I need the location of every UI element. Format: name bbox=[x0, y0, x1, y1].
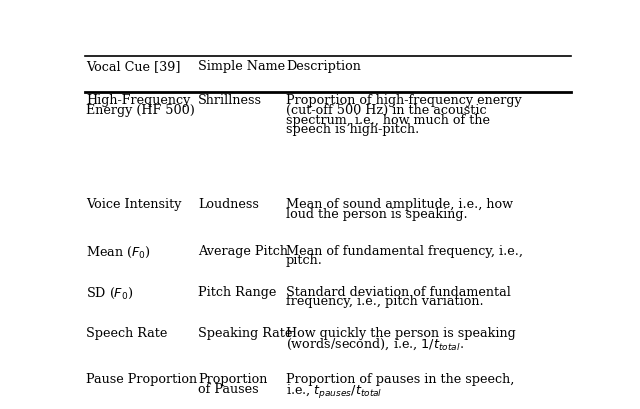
Text: Vocal Cue [39]: Vocal Cue [39] bbox=[86, 60, 181, 73]
Text: Standard deviation of fundamental: Standard deviation of fundamental bbox=[286, 285, 511, 299]
Text: Average Pitch: Average Pitch bbox=[198, 245, 288, 258]
Text: (cut-off 500 Hz) in the acoustic: (cut-off 500 Hz) in the acoustic bbox=[286, 104, 486, 117]
Text: Pause Proportion: Pause Proportion bbox=[86, 373, 198, 386]
Text: (words/second), i.e., $1/\mathit{t}_{total}$.: (words/second), i.e., $1/\mathit{t}_{tot… bbox=[286, 336, 464, 352]
Text: spectrum, i.e., how much of the: spectrum, i.e., how much of the bbox=[286, 114, 490, 127]
Text: Mean of sound amplitude, i.e., how: Mean of sound amplitude, i.e., how bbox=[286, 198, 513, 211]
Text: i.e., $\mathit{t}_{pauses}/\mathit{t}_{total}$: i.e., $\mathit{t}_{pauses}/\mathit{t}_{t… bbox=[286, 383, 382, 401]
Text: Pitch Range: Pitch Range bbox=[198, 285, 276, 299]
Text: Proportion: Proportion bbox=[198, 373, 268, 386]
Text: pitch.: pitch. bbox=[286, 254, 323, 267]
Text: Description: Description bbox=[286, 60, 361, 73]
Text: Shrillness: Shrillness bbox=[198, 94, 262, 107]
Text: frequency, i.e., pitch variation.: frequency, i.e., pitch variation. bbox=[286, 295, 483, 308]
Text: Mean of fundamental frequency, i.e.,: Mean of fundamental frequency, i.e., bbox=[286, 245, 523, 258]
Text: Mean ($\mathit{F}_0$): Mean ($\mathit{F}_0$) bbox=[86, 245, 151, 260]
Text: speech is high-pitch.: speech is high-pitch. bbox=[286, 124, 419, 137]
Text: Proportion of pauses in the speech,: Proportion of pauses in the speech, bbox=[286, 373, 514, 386]
Text: Loudness: Loudness bbox=[198, 198, 259, 211]
Text: Proportion of high-frequency energy: Proportion of high-frequency energy bbox=[286, 94, 522, 107]
Text: Energy (HF 500): Energy (HF 500) bbox=[86, 104, 195, 117]
Text: Simple Name: Simple Name bbox=[198, 60, 285, 73]
Text: loud the person is speaking.: loud the person is speaking. bbox=[286, 208, 467, 221]
Text: SD ($\mathit{F}_0$): SD ($\mathit{F}_0$) bbox=[86, 285, 134, 301]
Text: Speech Rate: Speech Rate bbox=[86, 326, 168, 339]
Text: of Pauses: of Pauses bbox=[198, 383, 259, 396]
Text: How quickly the person is speaking: How quickly the person is speaking bbox=[286, 326, 516, 339]
Text: Voice Intensity: Voice Intensity bbox=[86, 198, 182, 211]
Text: High-Frequency: High-Frequency bbox=[86, 94, 191, 107]
Text: Speaking Rate: Speaking Rate bbox=[198, 326, 292, 339]
